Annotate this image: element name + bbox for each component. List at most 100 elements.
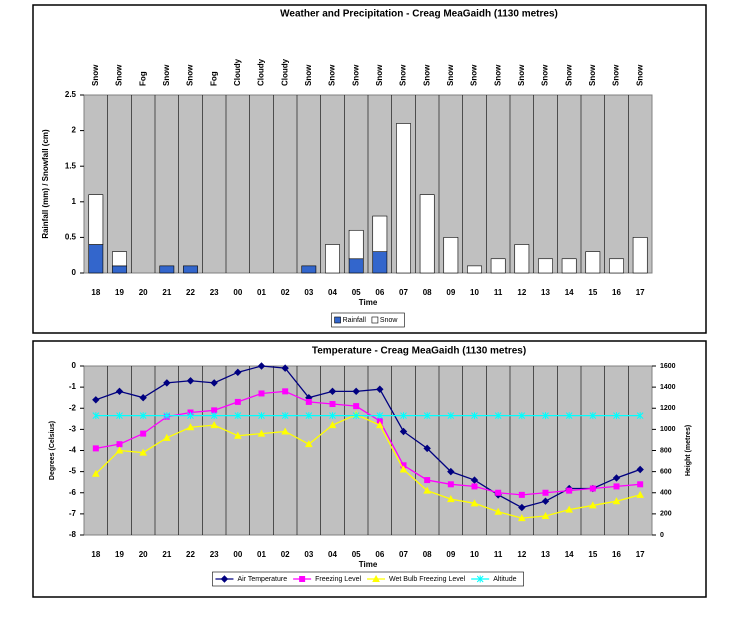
marker (329, 412, 336, 420)
marker (234, 398, 241, 405)
y-tick-label: -1 (69, 382, 77, 391)
chart-title: Weather and Precipitation - Creag MeaGai… (280, 9, 558, 20)
bar (372, 251, 388, 274)
legend-label: Rainfall (343, 317, 367, 324)
marker (352, 412, 360, 420)
bar (419, 194, 435, 274)
bar (88, 244, 104, 274)
y-tick-label: -6 (69, 488, 77, 497)
x-tick-label: 16 (612, 288, 621, 297)
x-tick-label: 07 (399, 550, 408, 559)
legend-label: Air Temperature (237, 576, 287, 583)
bar (443, 237, 459, 274)
y-tick-label: 2 (72, 126, 77, 135)
marker (637, 481, 644, 488)
x-tick-label: 13 (541, 550, 550, 559)
bar (159, 265, 175, 274)
x-tick-label: 20 (139, 550, 148, 559)
x-tick-label: 18 (91, 288, 100, 297)
marker (305, 412, 313, 420)
y2-tick-label: 1200 (660, 405, 676, 412)
marker (517, 514, 526, 522)
marker (186, 377, 195, 385)
y-axis-label: Degrees (Celsius) (49, 421, 56, 480)
y-tick-label: -2 (69, 403, 77, 412)
weather-label: Snow (635, 64, 644, 86)
marker (613, 412, 620, 420)
marker (589, 485, 596, 492)
weather-label: Snow (162, 64, 171, 86)
marker (163, 379, 171, 387)
marker (471, 412, 478, 420)
marker (282, 388, 289, 395)
line (95, 390, 641, 496)
marker (542, 489, 549, 496)
weather-label: Cloudy (233, 58, 242, 86)
weather-label: Snow (351, 64, 360, 86)
marker (258, 412, 265, 420)
weather-label: Snow (328, 64, 337, 86)
weather-label: Snow (517, 64, 526, 86)
x-tick-label: 14 (565, 288, 574, 297)
x-tick-label: 05 (352, 550, 361, 559)
marker (92, 445, 99, 452)
x-tick-label: 15 (588, 550, 597, 559)
y2-tick-label: 0 (660, 532, 664, 539)
bar (183, 265, 198, 274)
marker (375, 421, 384, 429)
marker (305, 398, 312, 405)
line (95, 413, 641, 519)
y2-tick-label: 800 (660, 447, 672, 454)
weather-label: Snow (612, 64, 621, 86)
marker (304, 440, 313, 448)
marker (447, 412, 455, 420)
marker (471, 483, 478, 490)
legend-label: Snow (380, 317, 398, 324)
x-tick-label: 07 (399, 288, 408, 297)
marker (565, 505, 574, 513)
marker (210, 412, 218, 420)
x-tick-label: 05 (352, 288, 361, 297)
weather-label: Snow (91, 64, 100, 86)
marker (612, 474, 621, 482)
weather-label: Cloudy (280, 58, 289, 86)
y2-axis-label: Height (metres) (685, 425, 692, 476)
marker (423, 486, 432, 494)
marker (376, 412, 384, 420)
bar (585, 251, 601, 274)
y2-tick-label: 1000 (660, 426, 676, 433)
weather-label: Snow (115, 64, 124, 86)
x-tick-label: 23 (210, 288, 219, 297)
marker (541, 497, 550, 505)
weather-label: Snow (375, 64, 384, 86)
x-tick-label: 00 (233, 550, 242, 559)
marker (115, 387, 124, 396)
weather-label: Snow (564, 64, 573, 86)
weather-label: Snow (399, 64, 408, 86)
marker (495, 489, 502, 496)
weather-label: Snow (186, 64, 195, 86)
legend-marker (299, 576, 306, 582)
marker (589, 412, 597, 420)
x-tick-label: 14 (565, 550, 574, 559)
weather-label: Snow (446, 64, 455, 86)
marker (588, 501, 597, 509)
bar (112, 251, 127, 267)
y-tick-label: 1 (72, 197, 77, 206)
x-tick-label: 17 (636, 288, 645, 297)
x-tick-label: 19 (115, 550, 124, 559)
x-tick-label: 02 (281, 288, 290, 297)
y-tick-label: -3 (69, 424, 77, 433)
x-tick-label: 11 (494, 288, 503, 297)
bar (490, 258, 506, 274)
marker (139, 448, 148, 456)
x-tick-label: 16 (612, 550, 621, 559)
marker (542, 412, 549, 420)
marker (328, 387, 337, 396)
weather-label: Snow (422, 64, 431, 86)
y2-tick-label: 600 (660, 468, 672, 475)
bar (609, 258, 624, 274)
marker (92, 396, 100, 404)
x-tick-label: 10 (470, 288, 479, 297)
marker (494, 507, 503, 515)
